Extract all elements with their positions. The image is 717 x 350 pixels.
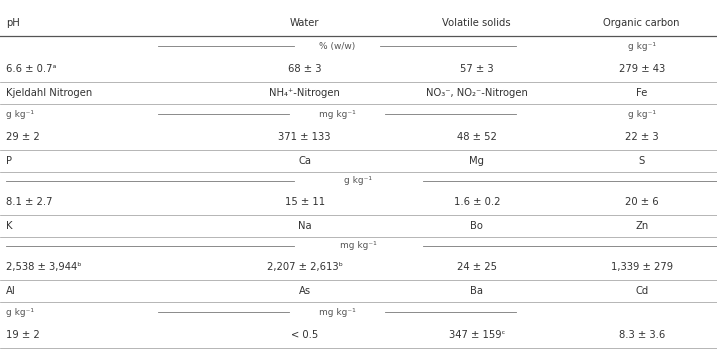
Text: 347 ± 159ᶜ: 347 ± 159ᶜ [449, 330, 505, 340]
Text: Zn: Zn [635, 221, 648, 231]
Text: 8.3 ± 3.6: 8.3 ± 3.6 [619, 330, 665, 340]
Text: 6.6 ± 0.7ᵃ: 6.6 ± 0.7ᵃ [6, 64, 56, 74]
Text: NH₄⁺-Nitrogen: NH₄⁺-Nitrogen [270, 88, 340, 98]
Text: 48 ± 52: 48 ± 52 [457, 132, 497, 142]
Text: mg kg⁻¹: mg kg⁻¹ [318, 110, 356, 119]
Text: < 0.5: < 0.5 [291, 330, 318, 340]
Text: S: S [639, 156, 645, 166]
Text: 22 ± 3: 22 ± 3 [625, 132, 658, 142]
Text: 279 ± 43: 279 ± 43 [619, 64, 665, 74]
Text: mg kg⁻¹: mg kg⁻¹ [340, 241, 377, 250]
Text: 57 ± 3: 57 ± 3 [460, 64, 493, 74]
Text: 1.6 ± 0.2: 1.6 ± 0.2 [454, 197, 500, 207]
Text: 371 ± 133: 371 ± 133 [278, 132, 331, 142]
Text: 1,339 ± 279: 1,339 ± 279 [611, 262, 673, 272]
Text: Volatile solids: Volatile solids [442, 18, 511, 28]
Text: As: As [299, 286, 310, 296]
Text: 15 ± 11: 15 ± 11 [285, 197, 325, 207]
Text: Bo: Bo [470, 221, 483, 231]
Text: 2,538 ± 3,944ᵇ: 2,538 ± 3,944ᵇ [6, 262, 81, 272]
Text: pH: pH [6, 18, 19, 28]
Text: Organic carbon: Organic carbon [604, 18, 680, 28]
Text: 8.1 ± 2.7: 8.1 ± 2.7 [6, 197, 52, 207]
Text: K: K [6, 221, 12, 231]
Text: g kg⁻¹: g kg⁻¹ [627, 42, 656, 51]
Text: mg kg⁻¹: mg kg⁻¹ [318, 308, 356, 317]
Text: NO₃⁻, NO₂⁻-Nitrogen: NO₃⁻, NO₂⁻-Nitrogen [426, 88, 528, 98]
Text: Mg: Mg [470, 156, 484, 166]
Text: 29 ± 2: 29 ± 2 [6, 132, 39, 142]
Text: % (w/w): % (w/w) [319, 42, 355, 51]
Text: Al: Al [6, 286, 16, 296]
Text: g kg⁻¹: g kg⁻¹ [6, 110, 34, 119]
Text: Water: Water [290, 18, 320, 28]
Text: Na: Na [298, 221, 312, 231]
Text: 24 ± 25: 24 ± 25 [457, 262, 497, 272]
Text: P: P [6, 156, 11, 166]
Text: 68 ± 3: 68 ± 3 [288, 64, 321, 74]
Text: g kg⁻¹: g kg⁻¹ [627, 110, 656, 119]
Text: Kjeldahl Nitrogen: Kjeldahl Nitrogen [6, 88, 92, 98]
Text: 20 ± 6: 20 ± 6 [625, 197, 658, 207]
Text: Cd: Cd [635, 286, 648, 296]
Text: g kg⁻¹: g kg⁻¹ [6, 308, 34, 317]
Text: Fe: Fe [636, 88, 647, 98]
Text: 19 ± 2: 19 ± 2 [6, 330, 39, 340]
Text: g kg⁻¹: g kg⁻¹ [344, 176, 373, 185]
Text: 2,207 ± 2,613ᵇ: 2,207 ± 2,613ᵇ [267, 262, 343, 272]
Text: Ca: Ca [298, 156, 311, 166]
Text: Ba: Ba [470, 286, 483, 296]
